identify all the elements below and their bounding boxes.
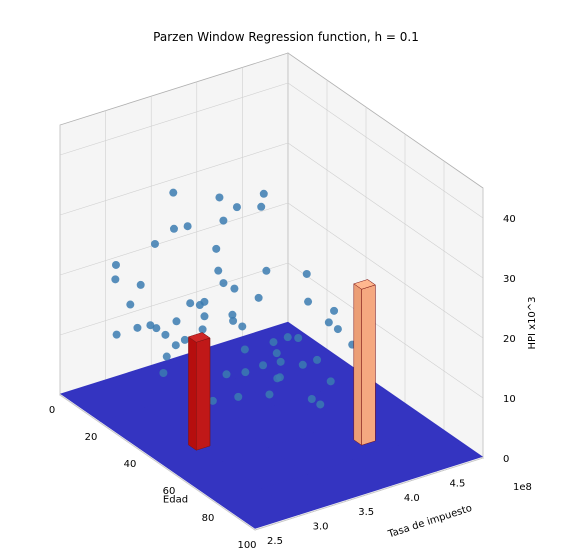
parzen-3d-chart: Parzen Window Regression function, h = 0… bbox=[0, 0, 572, 558]
chart-svg: 020406080100Edad2.53.03.54.04.51e8Tasa d… bbox=[0, 0, 572, 558]
svg-text:10: 10 bbox=[503, 394, 516, 405]
svg-text:40: 40 bbox=[503, 214, 516, 225]
svg-text:4.5: 4.5 bbox=[449, 478, 465, 489]
svg-text:20: 20 bbox=[503, 334, 516, 345]
svg-text:100: 100 bbox=[237, 540, 256, 551]
svg-text:30: 30 bbox=[503, 274, 516, 285]
svg-text:3.0: 3.0 bbox=[313, 522, 329, 533]
svg-text:0: 0 bbox=[49, 405, 55, 416]
svg-text:40: 40 bbox=[124, 459, 137, 470]
svg-text:80: 80 bbox=[202, 513, 215, 524]
svg-text:3.5: 3.5 bbox=[358, 507, 374, 518]
svg-text:0: 0 bbox=[503, 454, 509, 465]
svg-text:4.0: 4.0 bbox=[404, 493, 420, 504]
svg-text:2.5: 2.5 bbox=[267, 536, 283, 547]
svg-text:HPI x10^3: HPI x10^3 bbox=[527, 296, 538, 349]
svg-text:Edad: Edad bbox=[163, 495, 188, 506]
svg-text:1e8: 1e8 bbox=[513, 482, 532, 493]
svg-text:20: 20 bbox=[85, 432, 98, 443]
svg-text:Tasa de impuesto: Tasa de impuesto bbox=[386, 503, 473, 541]
